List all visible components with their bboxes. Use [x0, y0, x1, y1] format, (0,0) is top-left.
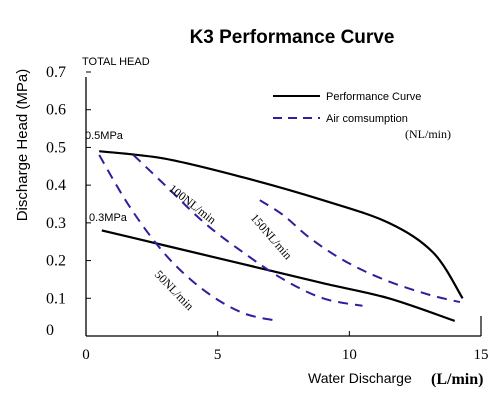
curve-label-150nl: 150NL/min [248, 211, 295, 262]
curve-label-100nl: 100NL/min [166, 181, 219, 227]
performance-curve-0-3mpa [101, 229, 456, 322]
curve-label-0-5mpa: 0.5MPa [85, 130, 124, 142]
series-layer [98, 150, 464, 322]
legend-air-unit: (NL/min) [405, 127, 451, 141]
y-tick-label: 0 [46, 322, 54, 339]
y-tick-label: 0.5 [46, 139, 66, 156]
y-tick-label: 0.7 [46, 64, 66, 81]
y-tick-label: 0.3 [46, 215, 66, 232]
air-curve-100nl-min [132, 154, 363, 307]
y-axis-label: Discharge Head (MPa) [14, 69, 31, 222]
legend-air-label: Air comsumption [326, 113, 408, 125]
y-tick-label: 0.6 [46, 102, 66, 119]
y-tick-group: 0 0.1 0.2 0.3 0.4 0.5 0.6 0.7 [46, 64, 91, 339]
performance-curve-0-5mpa [99, 150, 464, 299]
x-tick-label: 10 [342, 347, 357, 363]
y-tick-label: 0.2 [46, 253, 66, 270]
y-tick-label: 0.1 [46, 290, 66, 307]
x-tick-label: 5 [214, 347, 222, 363]
legend: Performance Curve Air comsumption (NL/mi… [273, 91, 451, 141]
x-axis-label-unit: (L/min) [431, 371, 483, 388]
curve-label-50nl: 50NL/min [152, 267, 197, 313]
x-tick-label: 15 [474, 347, 489, 363]
air-curve-50nl-min [98, 154, 279, 322]
curve-label-0-3mpa: 0.3MPa [89, 212, 128, 224]
y-tick-label: 0.4 [46, 177, 66, 194]
x-axis-label-main: Water Discharge [308, 370, 412, 386]
air-curve-150nl-min [259, 199, 461, 304]
chart-title: K3 Performance Curve [190, 27, 395, 48]
x-tick-group: 0 5 10 15 [82, 331, 489, 363]
y-header-total-head: TOTAL HEAD [82, 56, 150, 68]
legend-performance-label: Performance Curve [326, 91, 421, 103]
x-tick-label: 0 [82, 347, 90, 363]
